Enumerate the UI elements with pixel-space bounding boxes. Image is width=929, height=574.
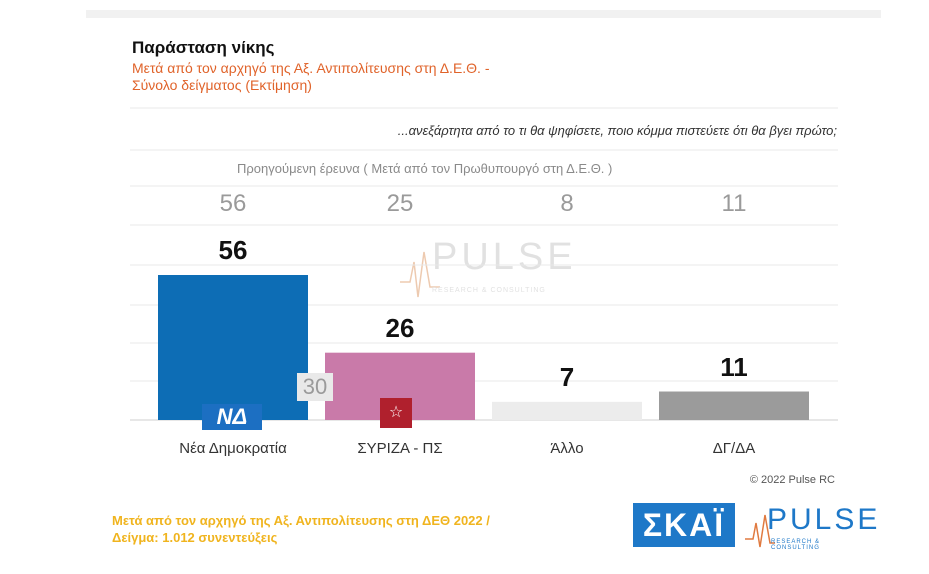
bar-4 <box>659 391 809 420</box>
skai-logo: ΣΚΑΪ <box>633 503 735 547</box>
previous-value-label: 56 <box>219 190 247 217</box>
watermark-text: PULSE <box>432 236 577 278</box>
previous-value-label: 25 <box>386 190 414 217</box>
subtitle-line-2: Σύνολο δείγματος (Εκτίμηση) <box>132 77 312 93</box>
pulse-logo-text: PULSE <box>767 503 881 536</box>
footer-note: Μετά από τον αρχηγό της Αξ. Αντιπολίτευσ… <box>112 512 490 546</box>
subtitle-line-1: Μετά από τον αρχηγό της Αξ. Αντιπολίτευσ… <box>132 60 490 76</box>
pulse-logo: PULSE RESEARCH & CONSULTING <box>745 503 877 551</box>
category-label: Νέα Δημοκρατία <box>179 440 287 457</box>
pulse-wave-icon <box>400 251 440 298</box>
category-label: ΣΥΡΙΖΑ - ΠΣ <box>357 440 443 457</box>
bar-value-label: 56 <box>218 235 248 265</box>
footer-line-2: Δείγμα: 1.012 συνεντεύξεις <box>112 530 278 545</box>
bar-1 <box>158 275 308 420</box>
pulse-logo-wave-icon <box>745 514 775 548</box>
nd-party-logo: ΝΔ <box>202 404 262 430</box>
pulse-logo-subtext: RESEARCH & CONSULTING <box>771 539 821 551</box>
previous-value-label: 11 <box>721 190 747 217</box>
copyright-text: © 2022 Pulse RC <box>749 474 835 486</box>
syriza-party-logo: ☆ <box>380 398 412 428</box>
top-bar <box>86 10 881 18</box>
bar-value-label: 26 <box>385 312 415 343</box>
chart-title: Παράσταση νίκης <box>132 38 275 57</box>
previous-survey-label: Προηγούμενη έρευνα ( Μετά από τον Πρωθυπ… <box>237 161 613 176</box>
chart-subtitle: Μετά από τον αρχηγό της Αξ. Αντιπολίτευσ… <box>132 60 692 94</box>
previous-value-label: 8 <box>560 190 574 217</box>
survey-question: ...ανεξάρτητα από το τι θα ψηφίσετε, ποι… <box>397 123 837 138</box>
pulse-watermark: PULSE RESEARCH & CONSULTING <box>400 232 590 302</box>
bar-value-label: 7 <box>559 361 575 392</box>
bar-value-label: 11 <box>720 351 748 382</box>
category-label: Άλλο <box>550 440 584 457</box>
category-label: ΔΓ/ΔΑ <box>712 440 756 457</box>
bar-3 <box>492 401 642 420</box>
previous-value-badge: 30 <box>297 373 333 401</box>
footer-line-1: Μετά από τον αρχηγό της Αξ. Αντιπολίτευσ… <box>112 513 490 528</box>
watermark-subtext: RESEARCH & CONSULTING <box>432 287 546 294</box>
